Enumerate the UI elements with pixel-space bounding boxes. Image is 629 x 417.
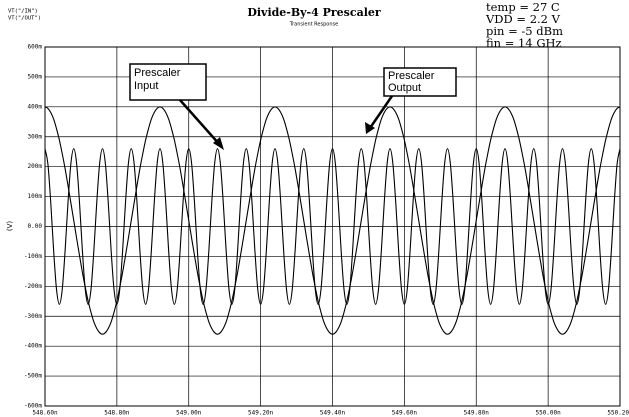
callout-text-wrap: Prescaler Output	[388, 70, 435, 94]
callout-text: Prescaler Input	[134, 67, 181, 92]
callout-input: Prescaler Input	[129, 63, 224, 150]
y-tick-label: 400m	[28, 103, 43, 110]
y-axis-label: (V)	[6, 221, 14, 232]
y-tick-label: 500m	[28, 73, 43, 80]
x-tick-label: 549.60n	[392, 410, 418, 417]
x-tick-label: 549.00n	[176, 410, 202, 417]
annotation: VDD = 2.2 V	[485, 12, 561, 26]
callout-box	[129, 63, 207, 101]
y-tick-label: 600m	[28, 44, 43, 51]
legend-entry: VT("/OUT")	[8, 16, 41, 22]
series-line	[44, 106, 621, 335]
x-tick-label: 548.60n	[32, 410, 58, 417]
series-line	[44, 148, 621, 305]
x-tick-label: 549.40n	[320, 410, 346, 417]
plot-frame	[44, 46, 621, 407]
legend-entry: VT("/IN")	[8, 9, 38, 15]
y-tick-label: -300m	[24, 313, 42, 320]
x-tick-label: 549.80n	[464, 410, 490, 417]
y-tick-label: 200m	[28, 163, 43, 170]
y-tick-label: 100m	[28, 193, 43, 200]
annotation: temp = 27 C	[486, 0, 560, 14]
callout-output: Prescaler Output	[365, 67, 457, 134]
arrow-head	[213, 137, 224, 150]
chart-subtitle: Transient Response	[289, 22, 338, 28]
callout-text-wrap: Prescaler Input	[134, 67, 181, 92]
callout-box	[383, 67, 457, 97]
y-tick-label: 0.00	[28, 223, 43, 230]
annotation: pin = -5 dBm	[486, 24, 563, 38]
annotation-block: temp = 27 C VDD = 2.2 V pin = -5 dBm fin…	[485, 0, 563, 50]
x-tick-label: 550.00n	[535, 410, 561, 417]
x-tick-label: 550.20n	[607, 410, 629, 417]
x-tick-label: 548.80n	[104, 410, 130, 417]
plot-area: 600m 500m 400m 300m 200m 100m 0.00 -100m -200m -3…	[24, 44, 629, 417]
callout-arrow	[368, 95, 394, 129]
annotation: fin = 14 GHz	[486, 36, 562, 50]
arrow-head	[365, 122, 375, 134]
y-tick-label: -100m	[24, 253, 42, 260]
y-tick-label: 300m	[28, 133, 43, 140]
y-tick-label: -400m	[24, 343, 42, 350]
y-tick-label: -600m	[24, 403, 42, 410]
y-tick-label: -500m	[24, 373, 42, 380]
chart-title: Divide-By-4 Prescaler	[247, 6, 381, 19]
y-tick-label: -200m	[24, 283, 42, 290]
x-tick-label: 549.20n	[248, 410, 274, 417]
callout-arrow	[179, 99, 221, 146]
callout-text: Prescaler Output	[388, 70, 435, 94]
